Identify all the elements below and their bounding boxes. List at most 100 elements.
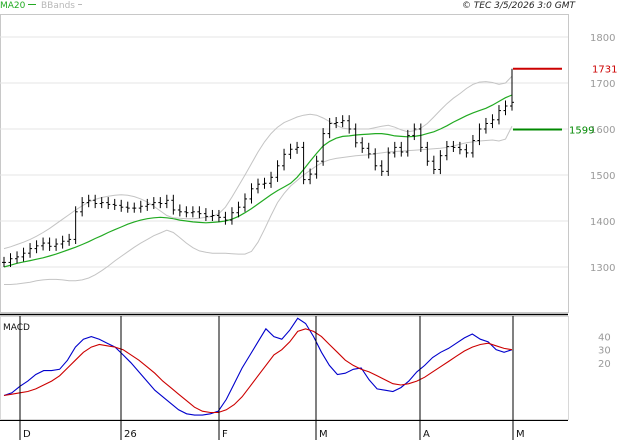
- price-bar: [373, 148, 378, 171]
- macd-series-group: [3, 317, 513, 416]
- price-bar: [229, 207, 234, 225]
- price-bar: [15, 251, 20, 264]
- price-bar: [340, 115, 345, 128]
- copyright-text: © TEC 3/5/2026 3:0 GMT: [462, 1, 577, 11]
- price-bar: [145, 198, 150, 211]
- price-bar: [470, 134, 475, 158]
- macd-line: [3, 317, 513, 416]
- price-bar: [177, 204, 182, 217]
- price-bar: [282, 148, 287, 171]
- price-bar: [301, 141, 306, 185]
- price-bar: [34, 240, 39, 254]
- price-bar: [93, 194, 98, 209]
- price-bar: [483, 117, 488, 134]
- macd-ytick-label: 30: [598, 346, 611, 357]
- price-bar: [210, 209, 215, 221]
- x-tick-label: 26: [124, 429, 137, 440]
- price-ytick-label: 1600: [590, 125, 615, 136]
- price-bar: [334, 117, 339, 129]
- price-bar: [444, 140, 449, 161]
- macd-panel-title: MACD: [3, 323, 30, 333]
- price-bar: [216, 209, 221, 222]
- price-bar: [54, 238, 59, 251]
- price-bar: [366, 142, 371, 159]
- price-bar: [47, 237, 52, 251]
- price-level-label: 1731: [592, 65, 617, 76]
- price-ytick-label: 1500: [590, 171, 615, 182]
- ma20-line: [3, 94, 513, 268]
- price-bar: [405, 129, 410, 157]
- x-tick-label: F: [222, 429, 228, 440]
- price-bar: [132, 202, 137, 213]
- x-axis-ticks: D 26 F M A M: [19, 316, 525, 440]
- macd-signal-line: [3, 328, 513, 414]
- price-bars-group: [2, 68, 514, 267]
- macd-yaxis-ticks: 20 30 40: [598, 333, 611, 370]
- price-bar: [190, 206, 195, 218]
- price-bar: [438, 150, 443, 175]
- x-tick-label: D: [23, 429, 31, 440]
- x-tick-label: M: [319, 429, 328, 440]
- bbands-legend-label: BBands: [41, 1, 75, 11]
- price-ytick-label: 1300: [590, 263, 615, 274]
- price-bar: [503, 100, 508, 116]
- macd-panel-frame: [0, 316, 569, 420]
- price-bar: [321, 128, 326, 166]
- price-bar: [125, 201, 130, 213]
- price-ytick-label: 1700: [590, 79, 615, 90]
- price-bar: [41, 237, 46, 251]
- price-bar: [431, 155, 436, 175]
- price-bar: [119, 199, 124, 212]
- price-bar: [451, 140, 456, 152]
- price-bar: [490, 114, 495, 129]
- price-bar: [138, 200, 143, 213]
- price-bar: [184, 206, 189, 218]
- price-bar: [86, 194, 91, 208]
- price-bar: [151, 197, 156, 210]
- price-bar: [256, 178, 260, 194]
- price-bar: [99, 197, 104, 209]
- ma20-legend-label: MA20: [0, 1, 26, 11]
- price-level-lines: 1731 1599: [513, 65, 617, 136]
- price-bar: [67, 233, 72, 246]
- price-bar: [308, 168, 313, 185]
- price-bar: [295, 141, 300, 154]
- price-bar: [171, 194, 176, 215]
- price-bar: [249, 183, 254, 204]
- price-bar: [2, 256, 6, 267]
- bband-lower-line: [4, 125, 513, 285]
- price-bar: [457, 141, 462, 155]
- price-panel-frame: [0, 14, 569, 313]
- macd-ytick-label: 20: [598, 359, 611, 370]
- price-bar: [242, 193, 247, 212]
- macd-ytick-label: 40: [598, 333, 611, 344]
- price-bar: [412, 123, 417, 141]
- price-bar: [21, 247, 26, 262]
- price-ytick-label: 1800: [590, 33, 615, 44]
- price-bar: [80, 197, 85, 217]
- price-bar: [379, 160, 384, 176]
- price-bar: [386, 147, 391, 176]
- price-bar: [425, 141, 430, 166]
- x-tick-label: M: [516, 429, 525, 440]
- price-bar: [28, 243, 33, 258]
- price-bar: [496, 105, 501, 125]
- price-bar: [8, 253, 13, 267]
- price-bar: [477, 123, 482, 146]
- price-bar: [60, 235, 65, 249]
- price-bar: [399, 141, 404, 157]
- price-bar: [197, 206, 202, 219]
- price-bar: [353, 123, 358, 148]
- price-bar: [262, 177, 267, 189]
- price-bar: [275, 160, 280, 182]
- price-bar: [158, 197, 163, 209]
- price-bar: [164, 194, 169, 209]
- x-tick-label: A: [423, 429, 430, 440]
- price-bar: [288, 143, 293, 159]
- bband-upper-line: [3, 75, 513, 250]
- price-bar: [106, 197, 111, 210]
- price-bar: [347, 115, 352, 134]
- price-bar: [464, 144, 469, 158]
- price-bar: [418, 123, 423, 152]
